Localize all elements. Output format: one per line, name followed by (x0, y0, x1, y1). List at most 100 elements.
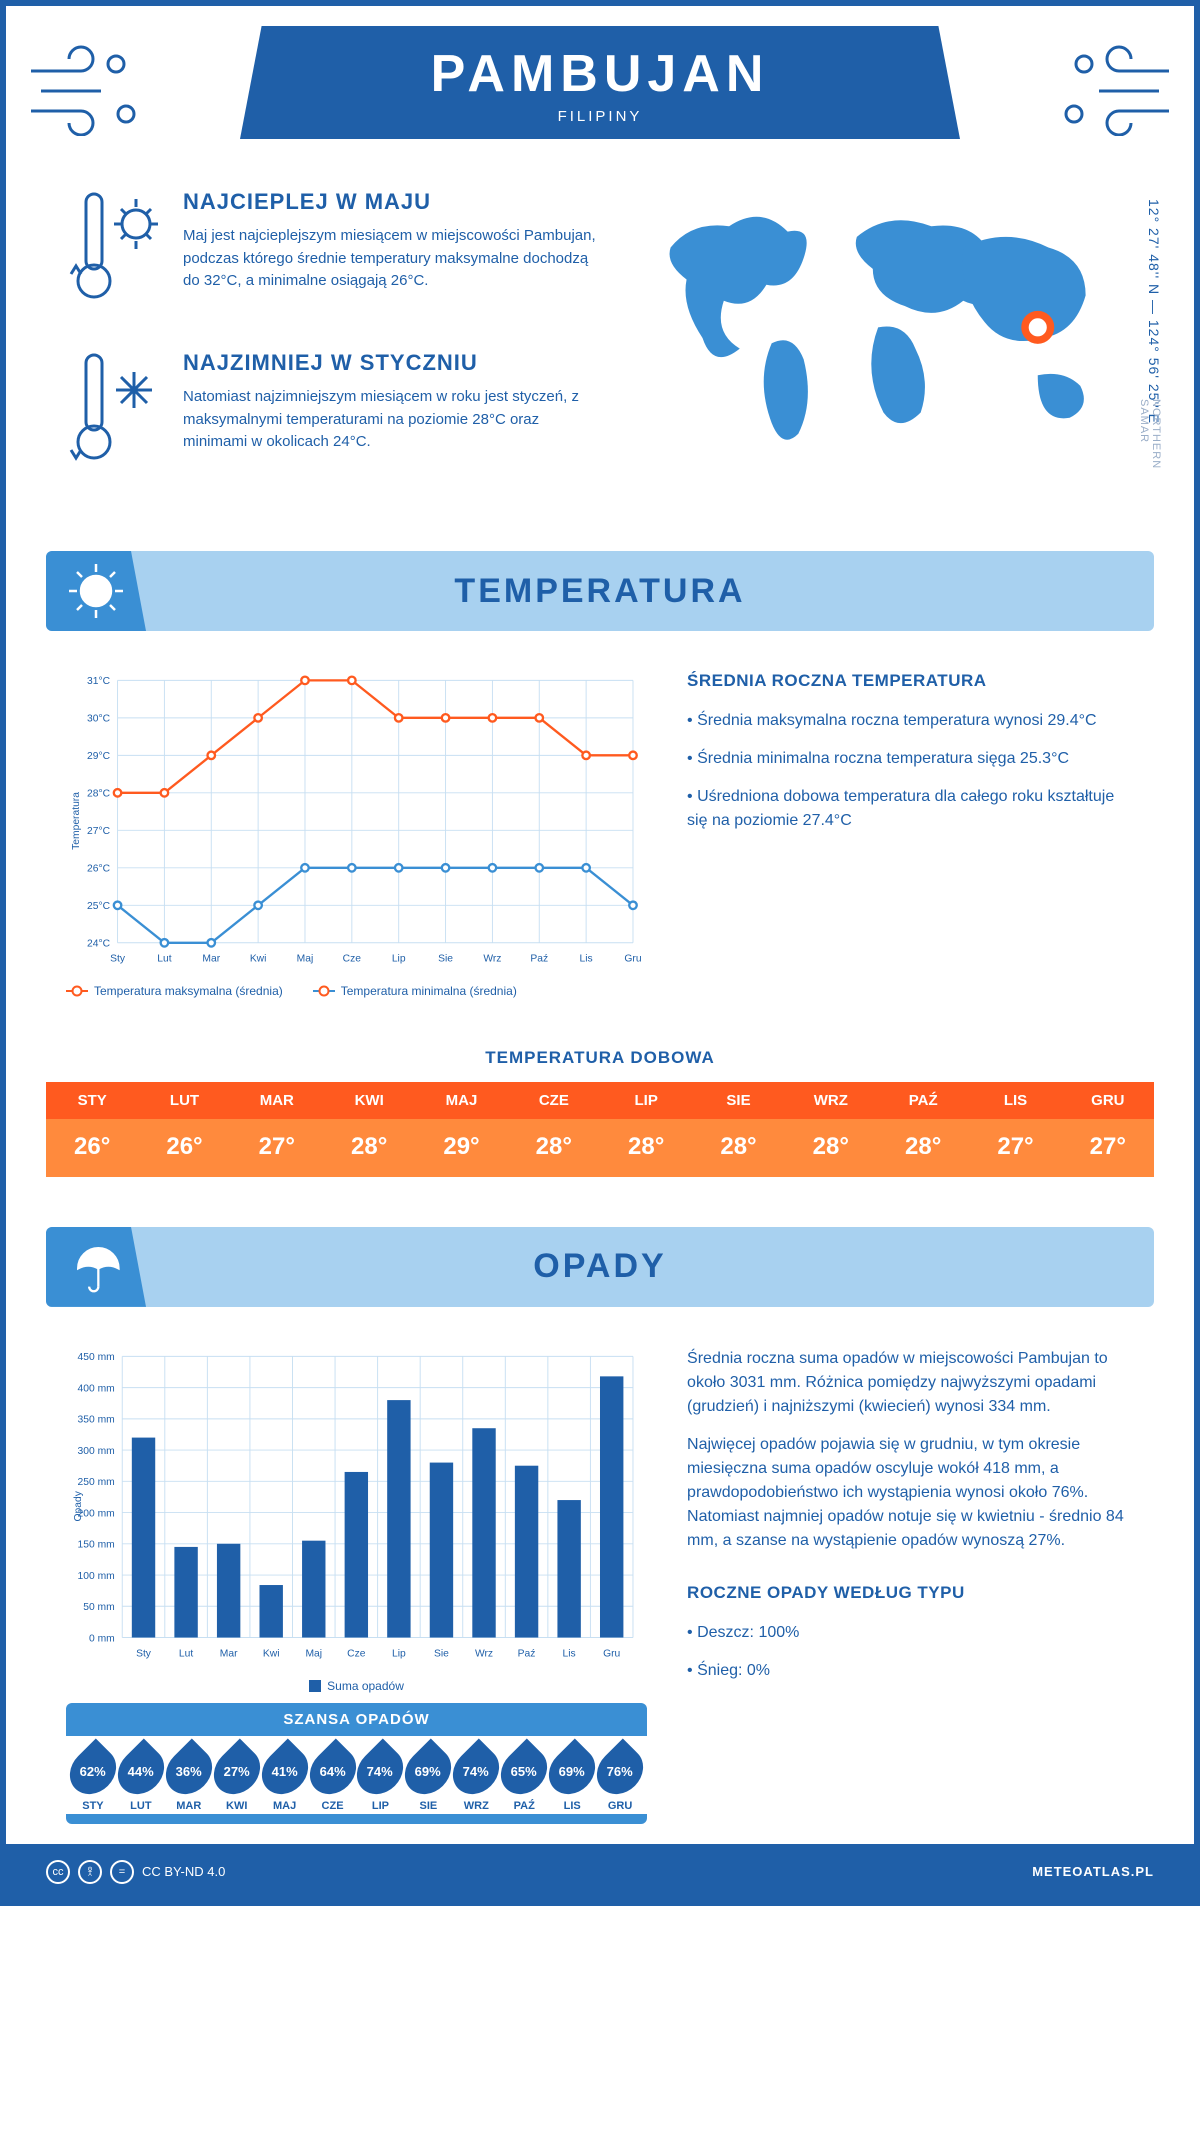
hot-block: NAJCIEPLEJ W MAJU Maj jest najcieplejszy… (66, 189, 604, 314)
temperature-title: TEMPERATURA (146, 572, 1154, 611)
svg-text:Temperatura: Temperatura (71, 792, 82, 850)
precip-type-title: ROCZNE OPADY WEDŁUG TYPU (687, 1583, 1134, 1603)
svg-text:350 mm: 350 mm (78, 1414, 115, 1425)
wind-icon (1044, 36, 1174, 136)
cold-title: NAJZIMNIEJ W STYCZNIU (183, 350, 604, 376)
daily-month: SIE (692, 1082, 784, 1119)
rain-chance-cell: 76%GRU (597, 1746, 643, 1812)
svg-text:Mar: Mar (220, 1648, 238, 1659)
header: PAMBUJAN FILIPINY (6, 6, 1194, 179)
rain-chance-cell: 62%STY (70, 1746, 116, 1812)
cc-icon: cc (46, 1860, 70, 1884)
thermometer-sun-icon (66, 189, 161, 314)
svg-text:Wrz: Wrz (483, 954, 501, 965)
nd-icon: = (110, 1860, 134, 1884)
svg-text:Lip: Lip (392, 954, 406, 965)
daily-value: 28° (692, 1119, 784, 1177)
svg-text:25°C: 25°C (87, 901, 111, 912)
rain-chance-title: SZANSA OPADÓW (66, 1703, 647, 1736)
svg-text:Maj: Maj (305, 1648, 322, 1659)
precip-type-line: • Śnieg: 0% (687, 1659, 1134, 1683)
svg-text:0 mm: 0 mm (89, 1633, 115, 1644)
temperature-info: ŚREDNIA ROCZNA TEMPERATURA • Średnia mak… (687, 671, 1134, 998)
daily-month: WRZ (785, 1082, 877, 1119)
daily-value: 26° (138, 1119, 230, 1177)
region-label: NORTHERN SAMAR (1138, 399, 1162, 471)
rain-chance-cell: 65%PAŹ (501, 1746, 547, 1812)
temp-info-title: ŚREDNIA ROCZNA TEMPERATURA (687, 671, 1134, 691)
precip-info: Średnia roczna suma opadów w miejscowośc… (687, 1347, 1134, 1824)
svg-text:Wrz: Wrz (475, 1648, 493, 1659)
rain-chance-cell: 41%MAJ (262, 1746, 308, 1812)
precip-para2: Najwięcej opadów pojawia się w grudniu, … (687, 1433, 1134, 1553)
svg-text:400 mm: 400 mm (78, 1383, 115, 1394)
precip-chart: 0 mm50 mm100 mm150 mm200 mm250 mm300 mm3… (66, 1347, 647, 1693)
site-name: METEOATLAS.PL (1032, 1864, 1154, 1879)
svg-text:30°C: 30°C (87, 714, 111, 725)
svg-text:28°C: 28°C (87, 789, 111, 800)
svg-text:Sie: Sie (434, 1648, 449, 1659)
daily-value: 28° (877, 1119, 969, 1177)
precip-para1: Średnia roczna suma opadów w miejscowośc… (687, 1347, 1134, 1419)
legend-max-label: Temperatura maksymalna (średnia) (94, 984, 283, 998)
rain-chance-cell: 74%WRZ (453, 1746, 499, 1812)
cold-text: Natomiast najzimniejszym miesiącem w rok… (183, 386, 604, 454)
precip-section-header: OPADY (46, 1227, 1154, 1307)
daily-value: 29° (415, 1119, 507, 1177)
svg-text:Lis: Lis (563, 1648, 576, 1659)
daily-month: LIS (969, 1082, 1061, 1119)
thermometer-snow-icon (66, 350, 161, 475)
daily-month: LIP (600, 1082, 692, 1119)
legend-min: Temperatura minimalna (średnia) (313, 984, 517, 998)
daily-temp-title: TEMPERATURA DOBOWA (6, 1048, 1194, 1068)
daily-value: 27° (969, 1119, 1061, 1177)
svg-text:Mar: Mar (202, 954, 220, 965)
umbrella-icon (46, 1227, 146, 1307)
daily-month: LUT (138, 1082, 230, 1119)
svg-text:Kwi: Kwi (263, 1648, 280, 1659)
svg-text:Lis: Lis (580, 954, 593, 965)
coordinates: 12° 27' 48'' N — 124° 56' 25'' E (1146, 199, 1162, 424)
svg-text:Gru: Gru (603, 1648, 620, 1659)
temperature-chart: 24°C25°C26°C27°C28°C29°C30°C31°CStyLutMa… (66, 671, 647, 998)
daily-month: PAŹ (877, 1082, 969, 1119)
svg-text:Lut: Lut (157, 954, 171, 965)
svg-text:100 mm: 100 mm (78, 1571, 115, 1582)
svg-text:300 mm: 300 mm (78, 1446, 115, 1457)
page-subtitle: FILIPINY (240, 108, 960, 125)
svg-text:Gru: Gru (624, 954, 641, 965)
svg-text:Opady: Opady (73, 1490, 84, 1521)
rain-chance-cell: 69%LIS (549, 1746, 595, 1812)
daily-month: STY (46, 1082, 138, 1119)
svg-text:31°C: 31°C (87, 676, 111, 687)
world-map: 12° 27' 48'' N — 124° 56' 25'' E NORTHER… (644, 189, 1134, 471)
svg-text:26°C: 26°C (87, 864, 111, 875)
rain-chance-cell: 36%MAR (166, 1746, 212, 1812)
daily-value: 27° (1062, 1119, 1154, 1177)
daily-month: MAJ (415, 1082, 507, 1119)
precip-type-line: • Deszcz: 100% (687, 1621, 1134, 1645)
title-banner: PAMBUJAN FILIPINY (240, 26, 960, 139)
daily-value: 28° (600, 1119, 692, 1177)
daily-value: 28° (785, 1119, 877, 1177)
temperature-section-header: TEMPERATURA (46, 551, 1154, 631)
wind-icon (26, 36, 156, 136)
rain-chance-cell: 44%LUT (118, 1746, 164, 1812)
sun-icon (46, 551, 146, 631)
by-icon: 𖨆 (78, 1860, 102, 1884)
rain-chance-cell: 69%SIE (405, 1746, 451, 1812)
page-title: PAMBUJAN (240, 44, 960, 104)
precip-title: OPADY (146, 1247, 1154, 1286)
svg-text:450 mm: 450 mm (78, 1352, 115, 1363)
svg-text:29°C: 29°C (87, 751, 111, 762)
legend-max: .legend-mark:nth-child(1)::after{border-… (66, 984, 283, 998)
daily-month: KWI (323, 1082, 415, 1119)
svg-text:Lut: Lut (179, 1648, 193, 1659)
svg-text:50 mm: 50 mm (83, 1602, 114, 1613)
rain-chance-panel: SZANSA OPADÓW 62%STY44%LUT36%MAR27%KWI41… (66, 1703, 647, 1824)
svg-text:150 mm: 150 mm (78, 1539, 115, 1550)
svg-text:Paź: Paź (530, 954, 548, 965)
daily-month: GRU (1062, 1082, 1154, 1119)
svg-text:Cze: Cze (343, 954, 362, 965)
hot-text: Maj jest najcieplejszym miesiącem w miej… (183, 225, 604, 293)
